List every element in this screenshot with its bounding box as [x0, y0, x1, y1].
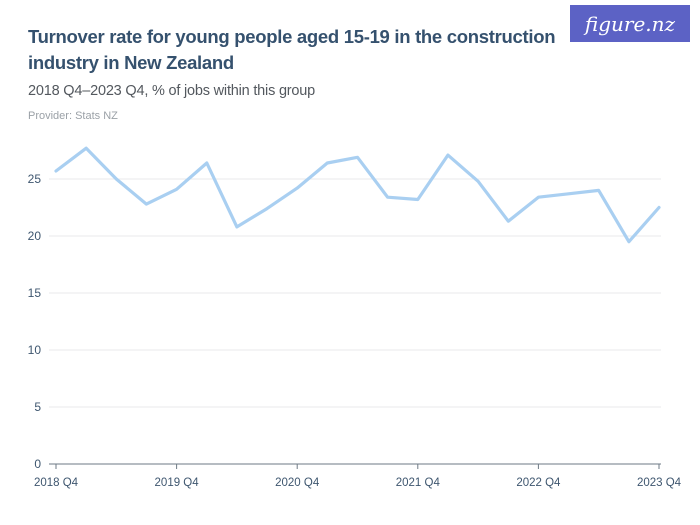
x-axis-tick-label: 2022 Q4 — [516, 477, 561, 489]
chart-header: Turnover rate for young people aged 15-1… — [28, 18, 678, 122]
y-axis-tick-label: 0 — [34, 457, 41, 471]
x-axis-tick-label: 2021 Q4 — [396, 477, 441, 489]
y-axis-tick-label: 15 — [28, 286, 42, 300]
x-axis-tick-label: 2018 Q4 — [34, 477, 79, 489]
chart-title: Turnover rate for young people aged 15-1… — [28, 26, 556, 73]
x-axis-tick-label: 2023 Q4 — [637, 477, 682, 489]
y-axis-tick-label: 25 — [28, 172, 42, 186]
turnover-rate-line — [54, 146, 661, 244]
chart-provider: Provider: Stats NZ — [28, 109, 118, 122]
figure-nz-logo[interactable]: figure.nz — [570, 5, 690, 42]
y-axis-tick-label: 20 — [28, 229, 42, 243]
x-axis-tick-label: 2020 Q4 — [275, 477, 320, 489]
x-axis-tick-label: 2019 Q4 — [155, 477, 200, 489]
chart-subtitle: 2018 Q4–2023 Q4, % of jobs within this g… — [28, 82, 316, 99]
y-axis-tick-label: 10 — [28, 343, 42, 357]
figure-nz-logo-text: figure.nz — [584, 11, 676, 36]
line-chart-canvas: 0 5 10 15 20 25 2018 Q4 2019 Q4 2020 Q4 2021 Q4 20… — [28, 146, 682, 489]
y-axis-tick-label: 5 — [34, 400, 41, 414]
